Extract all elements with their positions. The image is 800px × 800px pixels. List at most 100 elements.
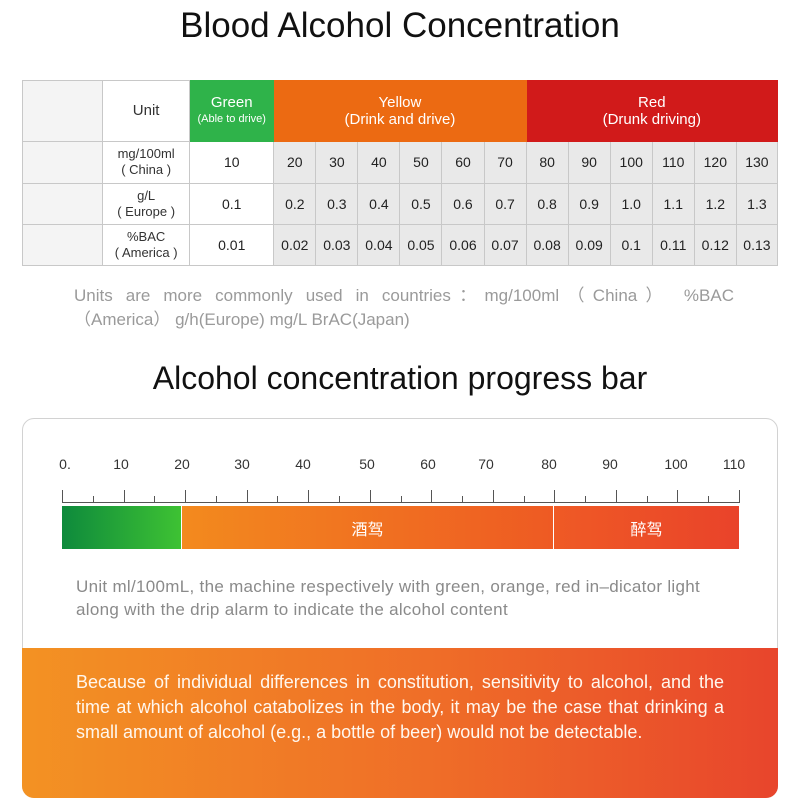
blank-cell xyxy=(21,182,104,225)
tick-label: 30 xyxy=(234,456,250,472)
red-label: Red xyxy=(638,94,666,112)
segment-orange-label: 酒驾 xyxy=(351,521,384,539)
green-header: Green (Able to drive) xyxy=(189,79,275,143)
unit-region: ( America ) xyxy=(114,244,178,260)
units-note: Units are more commonly used in countrie… xyxy=(74,284,734,332)
value-cell: 40 xyxy=(357,141,401,184)
segment-red: 醉驾 xyxy=(553,506,739,549)
unit-cell: mg/100ml( China ) xyxy=(102,141,191,184)
segment-red-label: 醉驾 xyxy=(630,521,663,539)
value-cell: 0.03 xyxy=(315,223,359,267)
unit-name: %BAC xyxy=(126,228,166,244)
value-cell: 0.9 xyxy=(567,182,611,225)
ruler-tick xyxy=(431,490,433,503)
table-header-row: Unit Green (Able to drive) Yellow (Drink… xyxy=(21,79,779,143)
segment-green xyxy=(62,506,181,549)
value-cell: 20 xyxy=(273,141,317,184)
ruler-tick xyxy=(708,496,710,503)
yellow-label: Yellow xyxy=(378,94,422,112)
value-cell: 0.04 xyxy=(357,223,401,267)
ruler-tick xyxy=(246,490,248,503)
value-cell: 120 xyxy=(693,141,737,184)
value-cell: 0.05 xyxy=(399,223,443,267)
value-cell: 1.1 xyxy=(651,182,695,225)
page-title: Blood Alcohol Concentration xyxy=(180,6,620,45)
value-cell: 0.13 xyxy=(735,223,779,267)
tick-label: 110 xyxy=(722,456,746,472)
value-cell: 0.5 xyxy=(399,182,443,225)
value-cell: 0.7 xyxy=(483,182,527,225)
table-row: g/L( Europe ) 0.1 0.2 0.3 0.4 0.5 0.6 0.7 0.8 0.9… xyxy=(21,182,779,225)
ruler-tick xyxy=(462,496,464,503)
value-cell: 0.3 xyxy=(315,182,359,225)
tick-label: 0. xyxy=(59,456,71,472)
tick-label: 80 xyxy=(541,456,557,472)
tick-label: 90 xyxy=(602,456,618,472)
value-cell: 0.12 xyxy=(693,223,737,267)
value-cell: 0.07 xyxy=(483,223,527,267)
ruler-tick xyxy=(123,490,125,503)
value-cell: 90 xyxy=(567,141,611,184)
ruler-tick xyxy=(585,496,587,503)
value-cell: 130 xyxy=(735,141,779,184)
red-sub: (Drunk driving) xyxy=(602,111,701,129)
ruler-tick xyxy=(92,496,94,503)
tick-label: 60 xyxy=(420,456,436,472)
value-cell: 80 xyxy=(525,141,569,184)
value-cell: 0.02 xyxy=(273,223,317,267)
warning-text: Because of individual differences in con… xyxy=(76,672,724,742)
value-cell: 0.06 xyxy=(441,223,485,267)
value-cell: 0.6 xyxy=(441,182,485,225)
green-label: Green xyxy=(210,94,253,112)
ruler-tick xyxy=(369,490,371,503)
value-cell: 60 xyxy=(441,141,485,184)
blank-cell xyxy=(21,223,104,267)
ruler-tick xyxy=(554,490,556,503)
warning-box: Because of individual differences in con… xyxy=(22,648,778,798)
ruler-tick xyxy=(338,496,340,503)
value-cell: 0.1 xyxy=(189,182,275,225)
ruler-tick xyxy=(677,490,679,503)
value-cell: 30 xyxy=(315,141,359,184)
red-header: Red (Drunk driving) xyxy=(525,79,779,143)
ruler-tick xyxy=(400,496,402,503)
unit-cell: g/L( Europe ) xyxy=(102,182,191,225)
progress-title: Alcohol concentration progress bar xyxy=(152,360,648,396)
ruler-tick xyxy=(185,490,187,503)
yellow-header: Yellow (Drink and drive) xyxy=(273,79,527,143)
yellow-sub: (Drink and drive) xyxy=(344,111,456,129)
tick-label: 40 xyxy=(295,456,311,472)
tick-label: 50 xyxy=(359,456,375,472)
value-cell: 0.2 xyxy=(273,182,317,225)
ruler-tick xyxy=(215,496,217,503)
value-cell: 0.11 xyxy=(651,223,695,267)
value-cell: 0.8 xyxy=(525,182,569,225)
ruler-tick xyxy=(308,490,310,503)
value-cell: 0.01 xyxy=(189,223,275,267)
unit-name: g/L xyxy=(137,187,156,203)
ruler-tick xyxy=(277,496,279,503)
value-cell: 1.3 xyxy=(735,182,779,225)
ruler-tick xyxy=(154,496,156,503)
table-row: %BAC( America ) 0.01 0.02 0.03 0.04 0.05 0.06 0… xyxy=(21,223,779,267)
unit-region: ( Europe ) xyxy=(117,203,176,219)
value-cell: 0.09 xyxy=(567,223,611,267)
ruler-tick xyxy=(739,490,740,503)
unit-name: mg/100ml xyxy=(117,146,175,162)
value-cell: 1.2 xyxy=(693,182,737,225)
unit-cell: %BAC( America ) xyxy=(102,223,191,267)
value-cell: 50 xyxy=(399,141,443,184)
value-cell: 0.1 xyxy=(609,223,653,267)
ruler-tick xyxy=(492,490,494,503)
unit-region: ( China ) xyxy=(121,162,172,178)
units-note-line1: Units are more commonly used in countrie… xyxy=(74,286,734,305)
tick-label: 100 xyxy=(664,456,688,472)
segment-orange: 酒驾 xyxy=(181,506,553,549)
ruler-tick xyxy=(523,496,525,503)
ruler-tick xyxy=(615,490,617,503)
table-row: mg/100ml( China ) 10 20 30 40 50 60 70 80 90 100 11… xyxy=(21,141,779,184)
tick-label: 70 xyxy=(478,456,494,472)
value-cell: 1.0 xyxy=(609,182,653,225)
units-note-line2: （America） g/h(Europe) mg/L BrAC(Japan) xyxy=(74,310,410,329)
value-cell: 10 xyxy=(189,141,275,184)
